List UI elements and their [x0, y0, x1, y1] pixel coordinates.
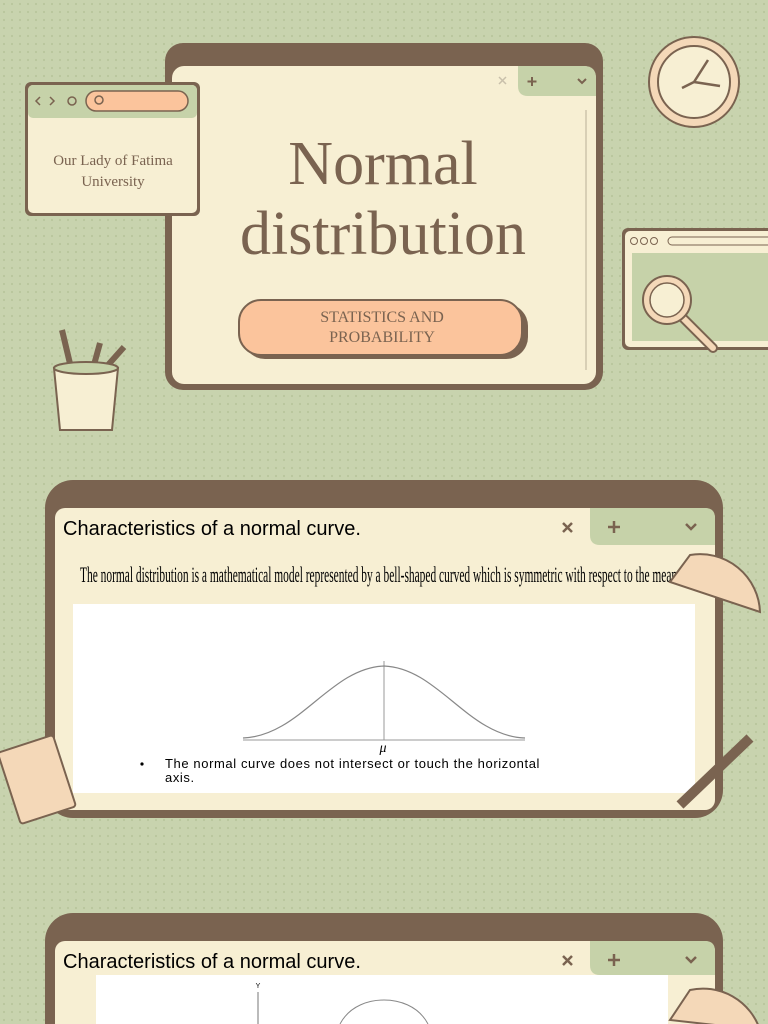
slide-3: Characteristics of a normal curve. Y — [45, 913, 759, 1024]
university: University — [81, 174, 145, 190]
university: Our Lady of Fatima — [53, 153, 173, 169]
title: distribution — [240, 200, 526, 268]
title-window: Normal distribution STATISTICS AND PROBA… — [165, 43, 603, 390]
description: The normal distribution is a mathematica… — [80, 562, 680, 587]
pencil-cup-icon — [52, 329, 127, 431]
clock-icon — [648, 36, 740, 128]
slide-heading: Characteristics of a normal curve. — [63, 518, 361, 540]
subtitle-button[interactable]: STATISTICS AND — [320, 309, 444, 326]
slide-2: Characteristics of a normal curve. The n… — [0, 480, 762, 825]
slide-heading: Characteristics of a normal curve. — [63, 951, 361, 973]
subtitle-button[interactable]: PROBABILITY — [329, 329, 435, 346]
browser-window: Our Lady of Fatima University — [25, 82, 200, 216]
bell-curve — [242, 665, 526, 739]
mean-label: μ — [378, 741, 386, 756]
search-window — [622, 228, 768, 353]
axis-label: Y — [256, 983, 261, 990]
bullet: The normal curve does not intersect or t… — [165, 756, 540, 771]
title: Normal — [288, 130, 477, 198]
bullet: axis. — [165, 770, 195, 785]
